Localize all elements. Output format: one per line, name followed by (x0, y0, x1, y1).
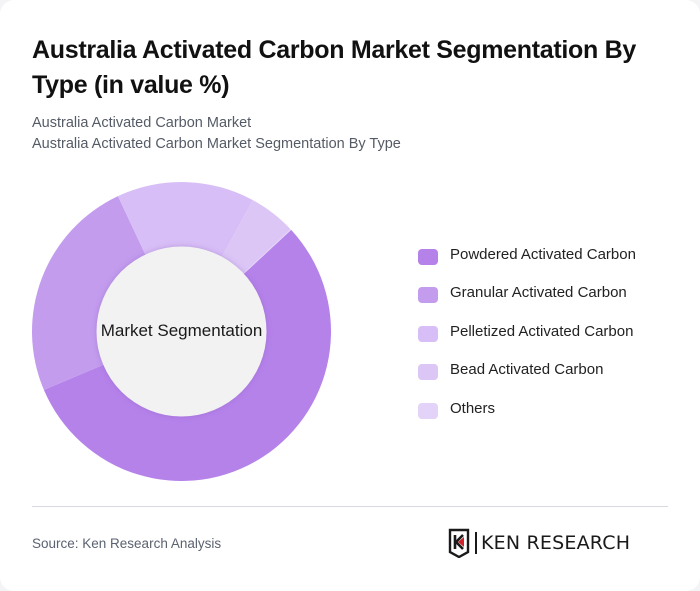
legend-label: Powdered Activated Carbon (450, 246, 636, 263)
donut-slices (32, 182, 332, 481)
donut-hole (96, 246, 267, 417)
legend-swatch (418, 326, 438, 342)
legend-swatch (418, 403, 438, 419)
legend-label: Bead Activated Carbon (450, 361, 604, 378)
legend-item-bead[interactable]: Bead Activated Carbon (418, 360, 678, 380)
legend-item-pelletized[interactable]: Pelletized Activated Carbon (418, 322, 678, 342)
logo-text: KEN RESEARCH (481, 532, 631, 554)
legend-label: Others (450, 400, 496, 417)
donut-chart: Market Segmentation (0, 170, 400, 500)
ken-research-shield-icon (448, 528, 470, 558)
legend-swatch (418, 287, 438, 303)
ken-research-logo: KEN RESEARCH (447, 528, 672, 558)
subtitle-market: Australia Activated Carbon Market (32, 115, 252, 131)
donut-slice-bead-activated-carbon[interactable] (221, 200, 291, 275)
donut-slice-others[interactable] (242, 229, 292, 275)
subtitle-segmentation: Australia Activated Carbon Market Segmen… (32, 136, 401, 152)
donut-slice-granular-activated-carbon[interactable] (32, 196, 146, 390)
chart-title: Australia Activated Carbon Market Segmen… (32, 36, 636, 99)
donut-svg (32, 182, 332, 481)
donut-center-label: Market Segmentation (100, 321, 263, 340)
legend-item-powdered[interactable]: Powdered Activated Carbon (418, 245, 678, 265)
chart-subtitle: Australia Activated Carbon Market Austra… (32, 113, 672, 155)
legend-label: Pelletized Activated Carbon (450, 323, 634, 340)
source-note: Source: Ken Research Analysis (32, 536, 222, 551)
legend-swatch (418, 249, 438, 265)
footer-divider (32, 506, 668, 507)
legend-item-others[interactable]: Others (418, 399, 678, 419)
legend-label: Granular Activated Carbon (450, 284, 627, 301)
legend-item-granular[interactable]: Granular Activated Carbon (418, 283, 678, 303)
logo-separator (475, 532, 477, 554)
legend-swatch (418, 364, 438, 380)
donut-slice-powdered-activated-carbon[interactable] (43, 229, 332, 481)
donut-slice-pelletized-activated-carbon[interactable] (117, 182, 253, 258)
